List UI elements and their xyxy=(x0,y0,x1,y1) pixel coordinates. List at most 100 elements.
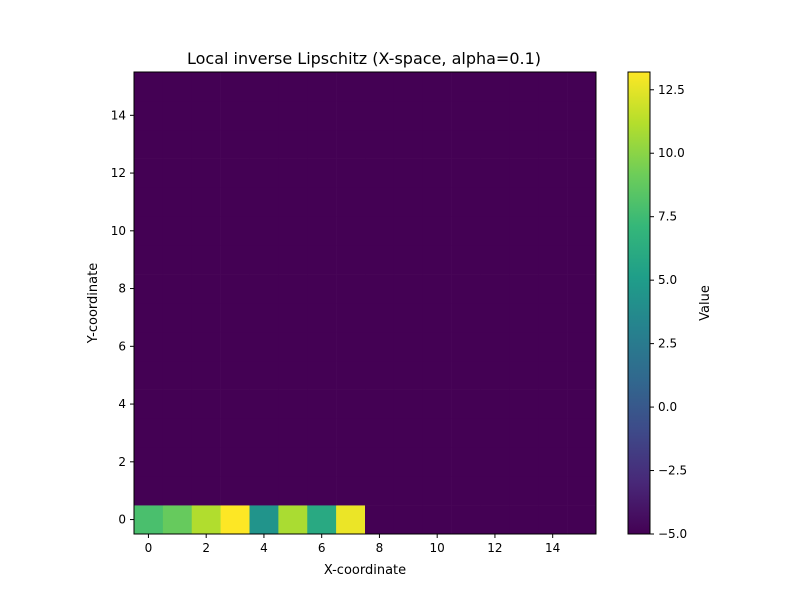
heatmap-cell xyxy=(307,216,337,246)
heatmap-cell xyxy=(365,505,395,535)
heatmap-cell xyxy=(191,331,221,362)
heatmap-cell xyxy=(220,72,250,102)
heatmap-cell xyxy=(162,158,193,188)
heatmap-cell xyxy=(191,187,221,217)
heatmap-cell xyxy=(422,360,452,390)
heatmap-cell xyxy=(134,72,164,102)
heatmap-cell xyxy=(307,158,337,188)
plot-frame xyxy=(133,71,597,535)
heatmap-cell xyxy=(365,216,395,246)
heatmap-cell xyxy=(336,187,366,217)
heatmap-cell xyxy=(422,129,452,159)
heatmap-cell xyxy=(480,187,510,217)
heatmap-cell xyxy=(393,158,424,188)
heatmap-cell xyxy=(393,505,424,535)
heatmap-cell xyxy=(191,303,221,333)
heatmap-cell xyxy=(509,158,539,188)
heatmap-cell xyxy=(307,72,337,102)
colorbar-tick-label: −5.0 xyxy=(658,527,687,541)
heatmap-cell xyxy=(480,360,510,390)
heatmap-cell xyxy=(567,447,597,477)
heatmap-cell xyxy=(480,216,510,246)
heatmap-cell xyxy=(480,100,510,131)
heatmap-cell xyxy=(336,303,366,333)
heatmap-cell xyxy=(249,360,279,390)
heatmap-cell xyxy=(538,447,568,477)
heatmap-cell xyxy=(393,360,424,390)
x-tick-label: 10 xyxy=(430,541,445,555)
heatmap-cell xyxy=(509,418,539,448)
heatmap-cell xyxy=(134,331,164,362)
heatmap-cell xyxy=(249,245,279,275)
heatmap-cells xyxy=(134,72,597,535)
heatmap-cell xyxy=(538,129,568,159)
heatmap-cell xyxy=(393,274,424,304)
heatmap-cell xyxy=(162,216,193,246)
heatmap-cell xyxy=(451,216,481,246)
heatmap-cell xyxy=(480,476,510,506)
heatmap-cell xyxy=(307,389,337,419)
heatmap-cell xyxy=(422,72,452,102)
heatmap-cell xyxy=(509,216,539,246)
heatmap-cell xyxy=(307,303,337,333)
heatmap-cell xyxy=(336,505,366,535)
heatmap-cell xyxy=(278,505,308,535)
heatmap-cell xyxy=(191,389,221,419)
heatmap-cell xyxy=(336,245,366,275)
heatmap-cell xyxy=(162,447,193,477)
heatmap-cell xyxy=(278,360,308,390)
heatmap-cell xyxy=(220,360,250,390)
heatmap-cell xyxy=(278,303,308,333)
heatmap-cell xyxy=(162,129,193,159)
heatmap-cell xyxy=(336,418,366,448)
heatmap-cell xyxy=(307,129,337,159)
heatmap-cell xyxy=(538,216,568,246)
heatmap-cell xyxy=(278,72,308,102)
heatmap-cell xyxy=(278,447,308,477)
heatmap-cell xyxy=(451,447,481,477)
heatmap-cell xyxy=(393,72,424,102)
heatmap-cell xyxy=(249,100,279,131)
heatmap-cell xyxy=(134,476,164,506)
heatmap-cell xyxy=(278,100,308,131)
heatmap-cell xyxy=(451,187,481,217)
heatmap-cell xyxy=(220,245,250,275)
heatmap-cell xyxy=(249,158,279,188)
heatmap-cell xyxy=(307,476,337,506)
heatmap-cell xyxy=(278,389,308,419)
heatmap-cell xyxy=(162,331,193,362)
heatmap-cell xyxy=(134,100,164,131)
heatmap-cell xyxy=(538,100,568,131)
heatmap-cell xyxy=(134,129,164,159)
heatmap-cell xyxy=(191,72,221,102)
x-tick-label: 8 xyxy=(376,541,384,555)
heatmap-cell xyxy=(336,158,366,188)
heatmap-cell xyxy=(451,418,481,448)
colorbar-tick-label: 7.5 xyxy=(658,210,677,224)
heatmap-cell xyxy=(567,418,597,448)
heatmap-cell xyxy=(191,418,221,448)
heatmap-cell xyxy=(249,476,279,506)
heatmap-cell xyxy=(451,100,481,131)
heatmap-cell xyxy=(509,274,539,304)
heatmap-cell xyxy=(191,274,221,304)
heatmap-cell xyxy=(162,187,193,217)
heatmap-cell xyxy=(278,245,308,275)
heatmap-cell xyxy=(365,158,395,188)
heatmap-cell xyxy=(422,447,452,477)
heatmap-cell xyxy=(480,158,510,188)
heatmap-cell xyxy=(336,274,366,304)
heatmap-cell xyxy=(567,216,597,246)
heatmap-cell xyxy=(336,360,366,390)
y-axis-ticks: 0 2 4 6 8 10 12 14 xyxy=(111,108,134,527)
heatmap-cell xyxy=(162,418,193,448)
heatmap-cell xyxy=(393,100,424,131)
heatmap-cell xyxy=(538,331,568,362)
heatmap-cell xyxy=(307,274,337,304)
heatmap-cell xyxy=(422,158,452,188)
heatmap-cell xyxy=(365,245,395,275)
heatmap-cell xyxy=(509,360,539,390)
heatmap-cell xyxy=(422,274,452,304)
heatmap-cell xyxy=(538,476,568,506)
heatmap-cell xyxy=(278,216,308,246)
